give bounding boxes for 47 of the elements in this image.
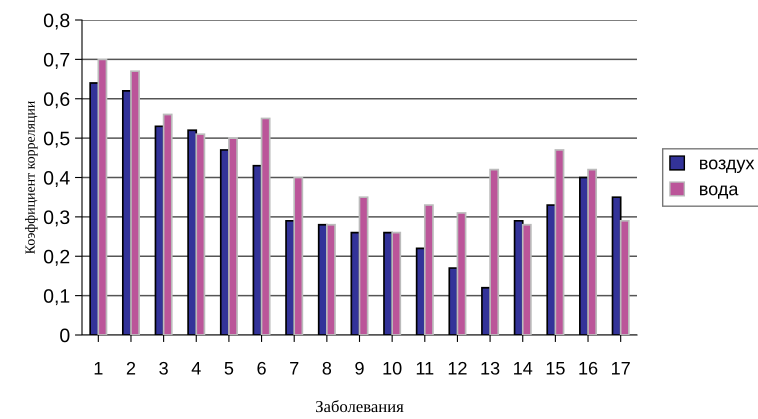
x-tick-label: 9	[355, 362, 364, 375]
y-tick-label: 0	[60, 328, 70, 342]
bar	[228, 137, 238, 335]
legend-label: воздух	[700, 160, 754, 173]
y-tick-label: 0,5	[44, 132, 70, 148]
bar	[456, 212, 466, 335]
x-tick-label: 5	[224, 362, 234, 375]
y-tick-label: 0,6	[44, 92, 70, 108]
x-tick-label: 11	[416, 362, 434, 374]
x-tick-label: 15	[546, 362, 565, 375]
x-tick-label: 4	[192, 362, 201, 374]
y-tick-label: 0,4	[44, 170, 70, 188]
legend-label: вода	[700, 185, 738, 199]
x-tick-label: 13	[481, 362, 500, 375]
bar	[260, 118, 271, 335]
bar	[326, 224, 336, 335]
bar	[97, 58, 108, 335]
x-tick-label: 3	[159, 362, 168, 375]
x-tick-label: 1	[94, 362, 102, 374]
x-tick-label: 17	[612, 362, 630, 374]
x-tick-label: 10	[383, 362, 402, 375]
bar	[587, 168, 598, 335]
bar	[489, 168, 500, 335]
y-tick-label: 0,3	[44, 210, 70, 226]
y-axis-title: Коэффициент корреляции	[25, 101, 38, 254]
bar	[424, 204, 434, 335]
x-axis-title: Заболевания	[316, 400, 404, 412]
bar	[522, 224, 532, 335]
bar	[130, 70, 140, 335]
x-tick-label: 2	[126, 362, 136, 374]
bar	[195, 133, 206, 335]
x-tick-label: 16	[579, 362, 598, 375]
y-tick-label: 0,8	[44, 13, 70, 30]
x-tick-label: 7	[290, 362, 298, 374]
y-tick-label: 0,1	[44, 289, 70, 306]
x-tick-label: 8	[322, 362, 332, 375]
x-tick-label: 6	[257, 362, 266, 375]
bar	[391, 232, 402, 335]
bar	[620, 220, 630, 335]
y-tick-label: 0,7	[44, 52, 70, 69]
bar	[358, 196, 368, 335]
bar	[162, 114, 173, 335]
x-tick-label: 14	[514, 362, 532, 374]
x-tick-label: 12	[448, 362, 467, 374]
y-tick-label: 0,2	[44, 250, 70, 266]
bar	[554, 149, 564, 335]
bar	[293, 176, 304, 335]
